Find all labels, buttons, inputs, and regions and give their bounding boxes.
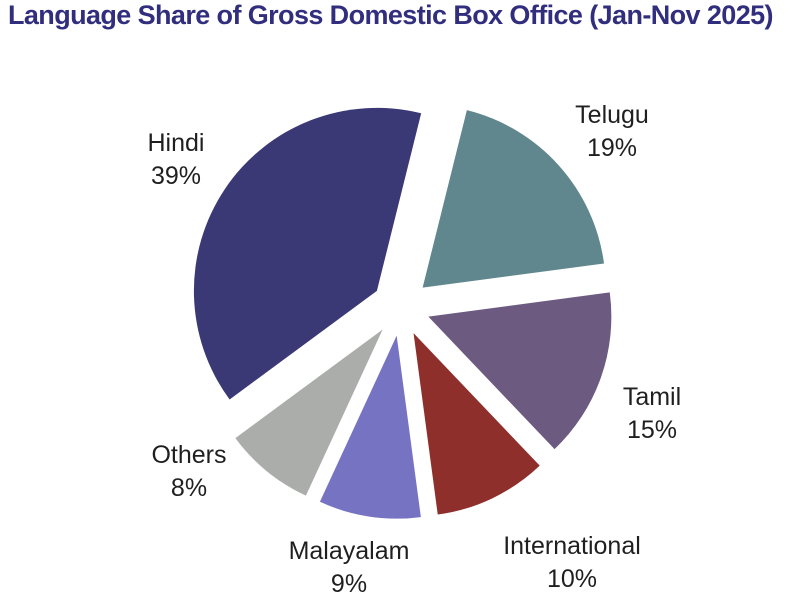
slice-label-name: Hindi <box>147 129 205 157</box>
slice-label-tamil: Tamil 15% <box>623 381 681 447</box>
pie-slice-telugu <box>422 110 605 288</box>
slice-label-others: Others 8% <box>151 439 226 505</box>
slice-label-telugu: Telugu 19% <box>575 99 649 165</box>
slice-label-name: Telugu <box>575 101 649 129</box>
slice-label-percent: 19% <box>586 134 638 162</box>
slice-label-malayalam: Malayalam 9% <box>289 535 410 601</box>
pie-slice-malayalam <box>319 335 421 519</box>
slice-label-percent: 15% <box>626 416 678 444</box>
slice-label-hindi: Hindi 39% <box>148 127 205 193</box>
slice-label-name: Others <box>151 441 227 469</box>
slice-label-name: Malayalam <box>288 537 410 565</box>
pie-slice-international <box>413 333 540 515</box>
slice-label-percent: 9% <box>330 570 368 598</box>
pie-slice-hindi <box>193 107 422 400</box>
slice-label-percent: 8% <box>170 474 208 502</box>
slice-label-percent: 39% <box>150 162 202 190</box>
slice-label-name: Tamil <box>622 383 682 411</box>
chart-title: Language Share of Gross Domestic Box Off… <box>8 0 774 30</box>
slice-label-name: International <box>503 532 641 560</box>
slice-label-international: International 10% <box>503 530 641 596</box>
pie-slice-others <box>235 329 383 496</box>
slice-label-percent: 10% <box>546 565 598 593</box>
pie-slice-tamil <box>428 292 612 450</box>
